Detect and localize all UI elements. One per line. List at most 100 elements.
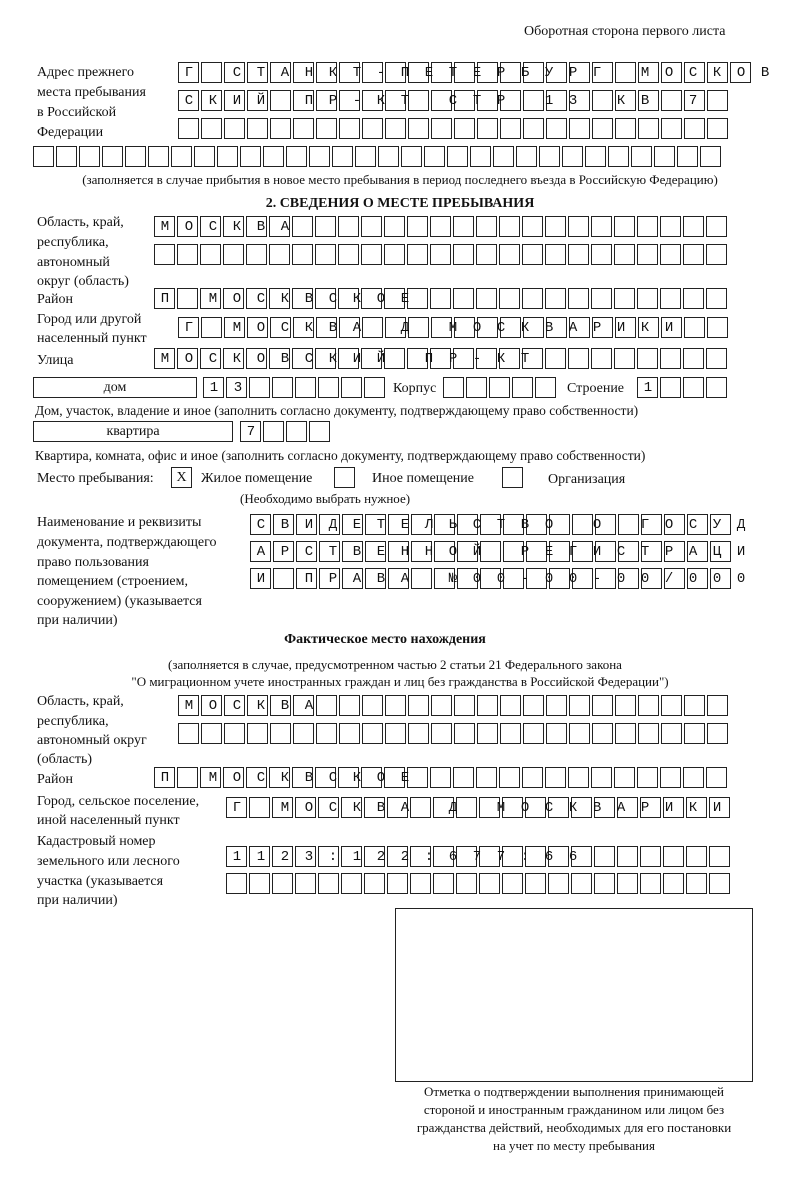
char-cell[interactable] bbox=[171, 146, 192, 167]
char-cell[interactable] bbox=[246, 216, 267, 237]
char-cell[interactable] bbox=[641, 541, 662, 562]
char-cell[interactable] bbox=[585, 146, 606, 167]
char-cell[interactable] bbox=[614, 288, 635, 309]
char-cell[interactable] bbox=[500, 118, 521, 139]
prev-address-row[interactable]: Г СТАНКТ-ПЕТЕРБУРГ МОСКОВ bbox=[178, 62, 769, 83]
char-cell[interactable] bbox=[247, 723, 268, 744]
char-cell[interactable] bbox=[572, 568, 593, 589]
char-cell[interactable] bbox=[516, 146, 537, 167]
char-cell[interactable] bbox=[154, 767, 175, 788]
char-cell[interactable] bbox=[443, 377, 464, 398]
char-cell[interactable] bbox=[362, 62, 383, 83]
char-cell[interactable] bbox=[385, 695, 406, 716]
char-cell[interactable] bbox=[594, 873, 615, 894]
char-cell[interactable] bbox=[660, 377, 681, 398]
char-cell[interactable] bbox=[224, 62, 245, 83]
char-cell[interactable] bbox=[546, 723, 567, 744]
char-cell[interactable] bbox=[263, 421, 284, 442]
char-cell[interactable] bbox=[663, 873, 684, 894]
char-cell[interactable] bbox=[226, 846, 247, 867]
char-cell[interactable] bbox=[523, 723, 544, 744]
cadastral-row[interactable]: 1123:122:677:66 bbox=[226, 846, 730, 867]
street-row[interactable]: МОСКОВСКИЙ ПР-КТ bbox=[154, 348, 727, 369]
char-cell[interactable] bbox=[338, 244, 359, 265]
char-cell[interactable] bbox=[512, 377, 533, 398]
char-cell[interactable] bbox=[707, 317, 728, 338]
char-cell[interactable] bbox=[407, 216, 428, 237]
char-cell[interactable] bbox=[709, 846, 730, 867]
char-cell[interactable] bbox=[660, 767, 681, 788]
char-cell[interactable] bbox=[384, 244, 405, 265]
char-cell[interactable] bbox=[342, 514, 363, 535]
char-cell[interactable] bbox=[638, 62, 659, 83]
char-cell[interactable] bbox=[407, 288, 428, 309]
char-cell[interactable] bbox=[295, 797, 316, 818]
char-cell[interactable] bbox=[503, 514, 524, 535]
char-cell[interactable] bbox=[709, 797, 730, 818]
char-cell[interactable] bbox=[315, 288, 336, 309]
char-cell[interactable] bbox=[548, 873, 569, 894]
char-cell[interactable] bbox=[431, 62, 452, 83]
char-cell[interactable] bbox=[411, 568, 432, 589]
char-cell[interactable] bbox=[407, 767, 428, 788]
char-cell[interactable] bbox=[249, 873, 270, 894]
char-cell[interactable] bbox=[661, 118, 682, 139]
char-cell[interactable] bbox=[637, 244, 658, 265]
char-cell[interactable] bbox=[341, 377, 362, 398]
char-cell[interactable] bbox=[618, 514, 639, 535]
prev-address-row[interactable] bbox=[33, 146, 721, 167]
char-cell[interactable] bbox=[318, 797, 339, 818]
char-cell[interactable] bbox=[683, 348, 704, 369]
char-cell[interactable] bbox=[341, 797, 362, 818]
char-cell[interactable] bbox=[292, 767, 313, 788]
char-cell[interactable] bbox=[706, 348, 727, 369]
char-cell[interactable] bbox=[661, 62, 682, 83]
document-row[interactable]: И ПРАВА №00-00-00/000 bbox=[250, 568, 745, 589]
char-cell[interactable] bbox=[296, 541, 317, 562]
char-cell[interactable] bbox=[477, 695, 498, 716]
char-cell[interactable] bbox=[615, 695, 636, 716]
char-cell[interactable] bbox=[385, 62, 406, 83]
char-cell[interactable] bbox=[637, 377, 658, 398]
char-cell[interactable] bbox=[270, 118, 291, 139]
char-cell[interactable] bbox=[178, 62, 199, 83]
char-cell[interactable] bbox=[332, 146, 353, 167]
actual-region-row[interactable] bbox=[178, 723, 728, 744]
char-cell[interactable] bbox=[364, 797, 385, 818]
char-cell[interactable] bbox=[385, 317, 406, 338]
char-cell[interactable] bbox=[339, 317, 360, 338]
char-cell[interactable] bbox=[500, 90, 521, 111]
char-cell[interactable] bbox=[361, 216, 382, 237]
char-cell[interactable] bbox=[364, 873, 385, 894]
char-cell[interactable] bbox=[525, 846, 546, 867]
char-cell[interactable] bbox=[454, 62, 475, 83]
char-cell[interactable] bbox=[489, 377, 510, 398]
char-cell[interactable] bbox=[500, 723, 521, 744]
char-cell[interactable] bbox=[79, 146, 100, 167]
char-cell[interactable] bbox=[102, 146, 123, 167]
char-cell[interactable] bbox=[154, 244, 175, 265]
char-cell[interactable] bbox=[56, 146, 77, 167]
char-cell[interactable] bbox=[710, 541, 731, 562]
char-cell[interactable] bbox=[319, 541, 340, 562]
city-row[interactable]: Г МОСКВА Д МОСКВАРИКИ bbox=[178, 317, 728, 338]
char-cell[interactable] bbox=[571, 873, 592, 894]
char-cell[interactable] bbox=[700, 146, 721, 167]
char-cell[interactable] bbox=[684, 695, 705, 716]
char-cell[interactable] bbox=[454, 90, 475, 111]
char-cell[interactable] bbox=[730, 62, 751, 83]
char-cell[interactable] bbox=[453, 288, 474, 309]
char-cell[interactable] bbox=[638, 118, 659, 139]
char-cell[interactable] bbox=[361, 767, 382, 788]
char-cell[interactable] bbox=[479, 873, 500, 894]
char-cell[interactable] bbox=[178, 90, 199, 111]
char-cell[interactable] bbox=[707, 118, 728, 139]
char-cell[interactable] bbox=[614, 767, 635, 788]
char-cell[interactable] bbox=[684, 62, 705, 83]
char-cell[interactable] bbox=[522, 767, 543, 788]
char-cell[interactable] bbox=[318, 873, 339, 894]
char-cell[interactable] bbox=[148, 146, 169, 167]
char-cell[interactable] bbox=[247, 317, 268, 338]
char-cell[interactable] bbox=[706, 216, 727, 237]
char-cell[interactable] bbox=[362, 695, 383, 716]
